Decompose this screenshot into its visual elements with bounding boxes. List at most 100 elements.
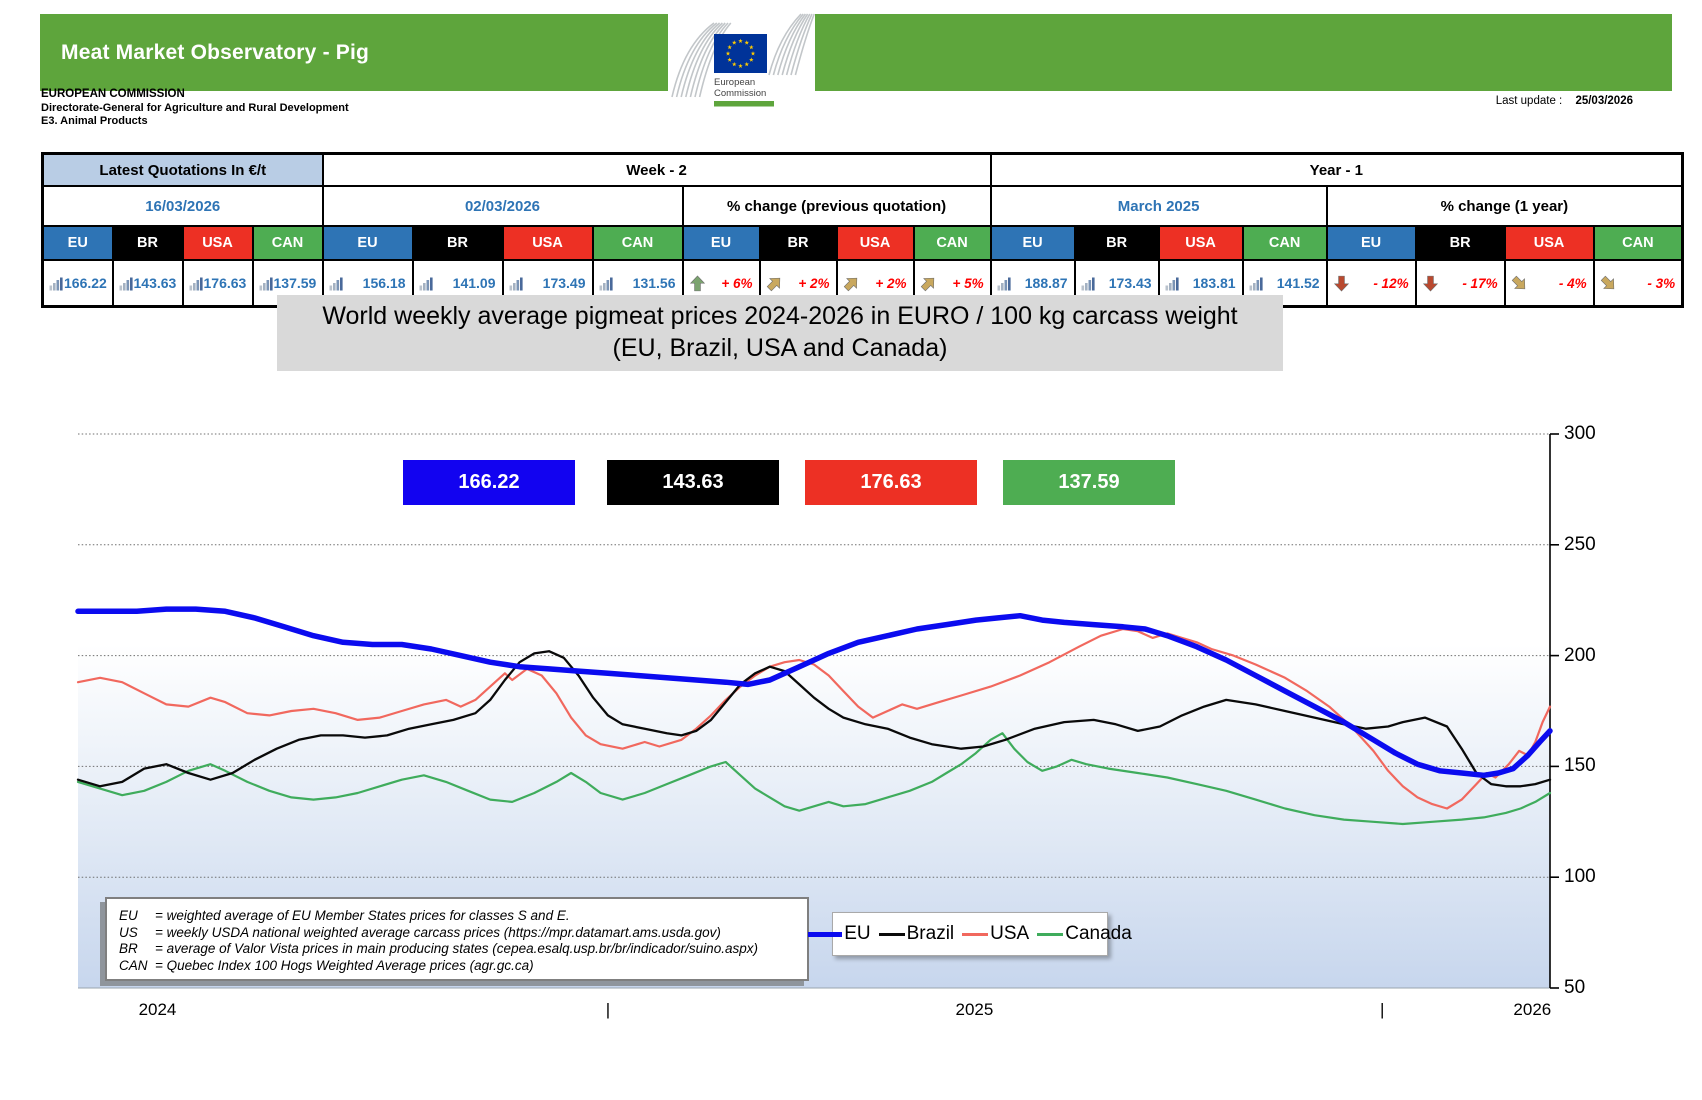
mini-bar-chart-icon [1081, 276, 1096, 291]
cell-year1-eu: 188.87 [989, 259, 1076, 308]
y-label-200: 200 [1564, 644, 1596, 666]
cell-value: 173.49 [542, 275, 586, 291]
cell-value: + 2% [875, 275, 907, 291]
last-update-label: Last update : [1495, 95, 1563, 107]
latest-date: 16/03/2026 [41, 185, 324, 227]
country-header-usa: USA [1503, 225, 1595, 261]
x-label-2024: 2024 [138, 1000, 177, 1019]
cell-year1-can: 141.52 [1241, 259, 1328, 308]
mini-bar-chart-icon [1249, 276, 1264, 291]
trend-down-icon [1333, 275, 1350, 292]
country-header-usa: USA [835, 225, 915, 261]
cell-value: 156.18 [362, 275, 406, 291]
country-header-can: CAN [912, 225, 992, 261]
chart-title-line1: World weekly average pigmeat prices 2024… [322, 302, 1238, 330]
cell-value: 141.09 [452, 275, 496, 291]
country-header-can: CAN [251, 225, 324, 261]
trend-down-icon [1422, 275, 1439, 292]
cell-value: - 3% [1647, 275, 1676, 291]
chart-plot-area [75, 433, 1562, 990]
footnote-br: BR = average of Valor Vista prices in ma… [119, 941, 758, 956]
x-label-2025: 2025 [955, 1000, 994, 1019]
mini-bar-chart-icon [259, 276, 274, 291]
country-header-usa: USA [501, 225, 594, 261]
trend-up-icon [689, 274, 706, 292]
cell-value: 131.56 [632, 275, 676, 291]
cell-value: 183.81 [1192, 275, 1236, 291]
series-line-brazil [76, 650, 1552, 788]
chart-title-block: World weekly average pigmeat prices 2024… [277, 295, 1283, 371]
cell-value: 137.59 [273, 275, 317, 291]
y-label-300: 300 [1564, 423, 1596, 444]
pct-prev-header: % change (previous quotation) [681, 185, 992, 227]
legend-label-usa: USA [990, 923, 1030, 944]
last-update-date: 25/03/2026 [1575, 95, 1633, 107]
svg-text:European: European [714, 77, 755, 88]
value-box-brazil: 143.63 [607, 460, 779, 505]
series-line-eu [75, 606, 1553, 779]
x-axis-separator-1: | [605, 1000, 611, 1019]
value-box-eu: 166.22 [403, 460, 575, 505]
footnote-can: CAN = Quebec Index 100 Hogs Weighted Ave… [119, 957, 534, 973]
country-header-br: BR [111, 225, 184, 261]
country-header-eu: EU [989, 225, 1076, 261]
mini-bar-chart-icon [509, 276, 524, 291]
cell-value: - 17% [1462, 275, 1498, 291]
y-label-150: 150 [1564, 755, 1596, 777]
legend-item-eu: EU [808, 923, 871, 945]
mini-bar-chart-icon [49, 276, 64, 291]
last-update: Last update : 25/03/2026 [1496, 95, 1633, 107]
data-row: 166.22 143.63 176.63 137.59 156.18 141.09 173.… [41, 259, 1684, 308]
org-directorate: Directorate-General for Agriculture and … [41, 101, 349, 114]
week2-date: 02/03/2026 [321, 185, 684, 227]
cell-value: + 2% [798, 275, 830, 291]
trend-down-right-icon [1511, 275, 1528, 292]
value-box-canada: 137.59 [1003, 460, 1175, 505]
cell-value: 188.87 [1024, 275, 1068, 291]
year1-date: March 2025 [989, 185, 1328, 227]
country-header-can: CAN [1592, 225, 1684, 261]
cell-pct-year-eu: - 12% [1325, 259, 1417, 308]
legend-label-canada: Canada [1065, 923, 1132, 944]
cell-pct-year-usa: - 4% [1503, 259, 1595, 308]
group-header-row: Latest Quotations In €/t Week - 2 Year -… [41, 152, 1684, 187]
legend-label-brazil: Brazil [906, 923, 955, 944]
y-label-50: 50 [1564, 977, 1586, 998]
org-block: EUROPEAN COMMISSION Directorate-General … [41, 88, 349, 129]
legend-item-canada: Canada [1037, 923, 1132, 945]
legend-item-brazil: Brazil [878, 923, 955, 945]
mini-bar-chart-icon [329, 276, 344, 291]
cell-latest-eu: 166.22 [41, 259, 114, 308]
country-header-eu: EU [681, 225, 761, 261]
year1-header: Year - 1 [989, 152, 1684, 187]
chart-canvas [75, 433, 1559, 989]
cell-value: + 5% [952, 275, 984, 291]
cell-latest-br: 143.63 [111, 259, 184, 308]
quotations-table: Latest Quotations In €/t Week - 2 Year -… [41, 152, 1685, 308]
mini-bar-chart-icon [997, 276, 1012, 291]
cell-value: 176.63 [203, 275, 247, 291]
org-unit: E3. Animal Products [41, 115, 148, 127]
mini-bar-chart-icon [599, 276, 614, 291]
country-header-eu: EU [321, 225, 414, 261]
sub-header-row: 16/03/2026 02/03/2026 % change (previous… [41, 185, 1684, 227]
country-header-br: BR [1414, 225, 1506, 261]
cell-pct-year-br: - 17% [1414, 259, 1506, 308]
footnote-us: US = weekly USDA national weighted avera… [119, 924, 721, 940]
footnote-eu: EU = weighted average of EU Member State… [119, 908, 570, 923]
country-header-br: BR [758, 225, 838, 261]
trend-up-right-icon [766, 275, 783, 292]
country-header-eu: EU [1325, 225, 1417, 261]
legend-line-sample-canada [1037, 932, 1064, 936]
value-box-usa: 176.63 [805, 460, 977, 505]
x-axis-separator-3: | [1379, 1000, 1385, 1019]
country-header-row: EU BR USA CAN EU BR USA CAN EU BR USA CAN EU BR USA CAN… [41, 225, 1684, 261]
mini-bar-chart-icon [119, 276, 134, 291]
cell-value: - 4% [1558, 275, 1587, 291]
week2-header: Week - 2 [321, 152, 992, 187]
mini-bar-chart-icon [419, 276, 434, 291]
cell-value: + 6% [721, 275, 753, 291]
cell-pct-year-can: - 3% [1592, 259, 1684, 308]
trend-up-right-icon [920, 275, 937, 292]
svg-text:Commission: Commission [714, 88, 766, 99]
